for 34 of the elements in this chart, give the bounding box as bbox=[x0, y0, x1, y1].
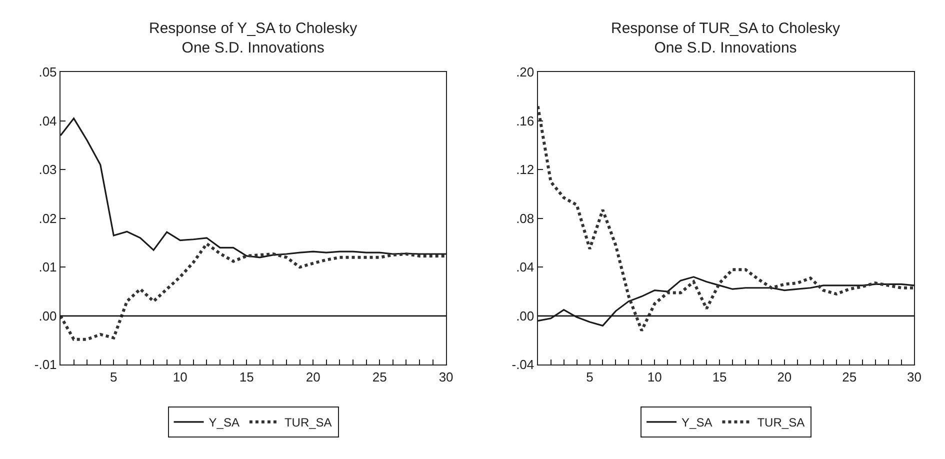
y-tick-label: .00 bbox=[38, 308, 57, 324]
x-tick-label: 5 bbox=[586, 369, 594, 384]
line-series bbox=[538, 104, 914, 332]
y-tick-label: .00 bbox=[516, 308, 534, 324]
y-tick-label: .08 bbox=[516, 210, 534, 226]
x-tick-label: 15 bbox=[239, 369, 254, 384]
y-tick-label: .12 bbox=[516, 162, 534, 178]
x-tick-label: 25 bbox=[842, 369, 857, 384]
x-tick-label: 30 bbox=[906, 369, 922, 384]
x-tick-label: 10 bbox=[647, 369, 662, 384]
x-tick-label: 15 bbox=[712, 369, 727, 384]
y-tick-label: .01 bbox=[38, 260, 57, 275]
x-tick-label: 10 bbox=[172, 369, 188, 384]
legend-label: TUR_SA bbox=[284, 416, 332, 430]
chart-title: Response of TUR_SA to Cholesky One S.D. Innovations bbox=[611, 20, 841, 56]
legend-label: Y_SA bbox=[208, 416, 240, 430]
x-tick-label: 20 bbox=[306, 369, 320, 384]
x-tick-label: 5 bbox=[110, 369, 118, 384]
legend-label: TUR_SA bbox=[757, 416, 805, 430]
y-tick-label: -.04 bbox=[512, 357, 534, 372]
y-tick-label: .16 bbox=[516, 113, 534, 128]
line-series bbox=[60, 242, 446, 341]
y-tick-label: -.01 bbox=[34, 357, 57, 372]
x-tick-label: 30 bbox=[438, 369, 454, 384]
legend-label: Y_SA bbox=[682, 416, 712, 430]
x-tick-label: 25 bbox=[372, 369, 387, 384]
y-tick-label: .02 bbox=[38, 210, 57, 226]
chart-title: Response of Y_SA to Cholesky One S.D. Innovations bbox=[149, 20, 358, 56]
y-tick-label: .05 bbox=[38, 64, 57, 80]
y-tick-label: .03 bbox=[38, 162, 57, 178]
x-tick-label: 20 bbox=[777, 369, 792, 384]
y-tick-label: .04 bbox=[516, 260, 534, 275]
y-tick-label: .04 bbox=[38, 113, 57, 128]
y-tick-label: .20 bbox=[516, 64, 534, 80]
